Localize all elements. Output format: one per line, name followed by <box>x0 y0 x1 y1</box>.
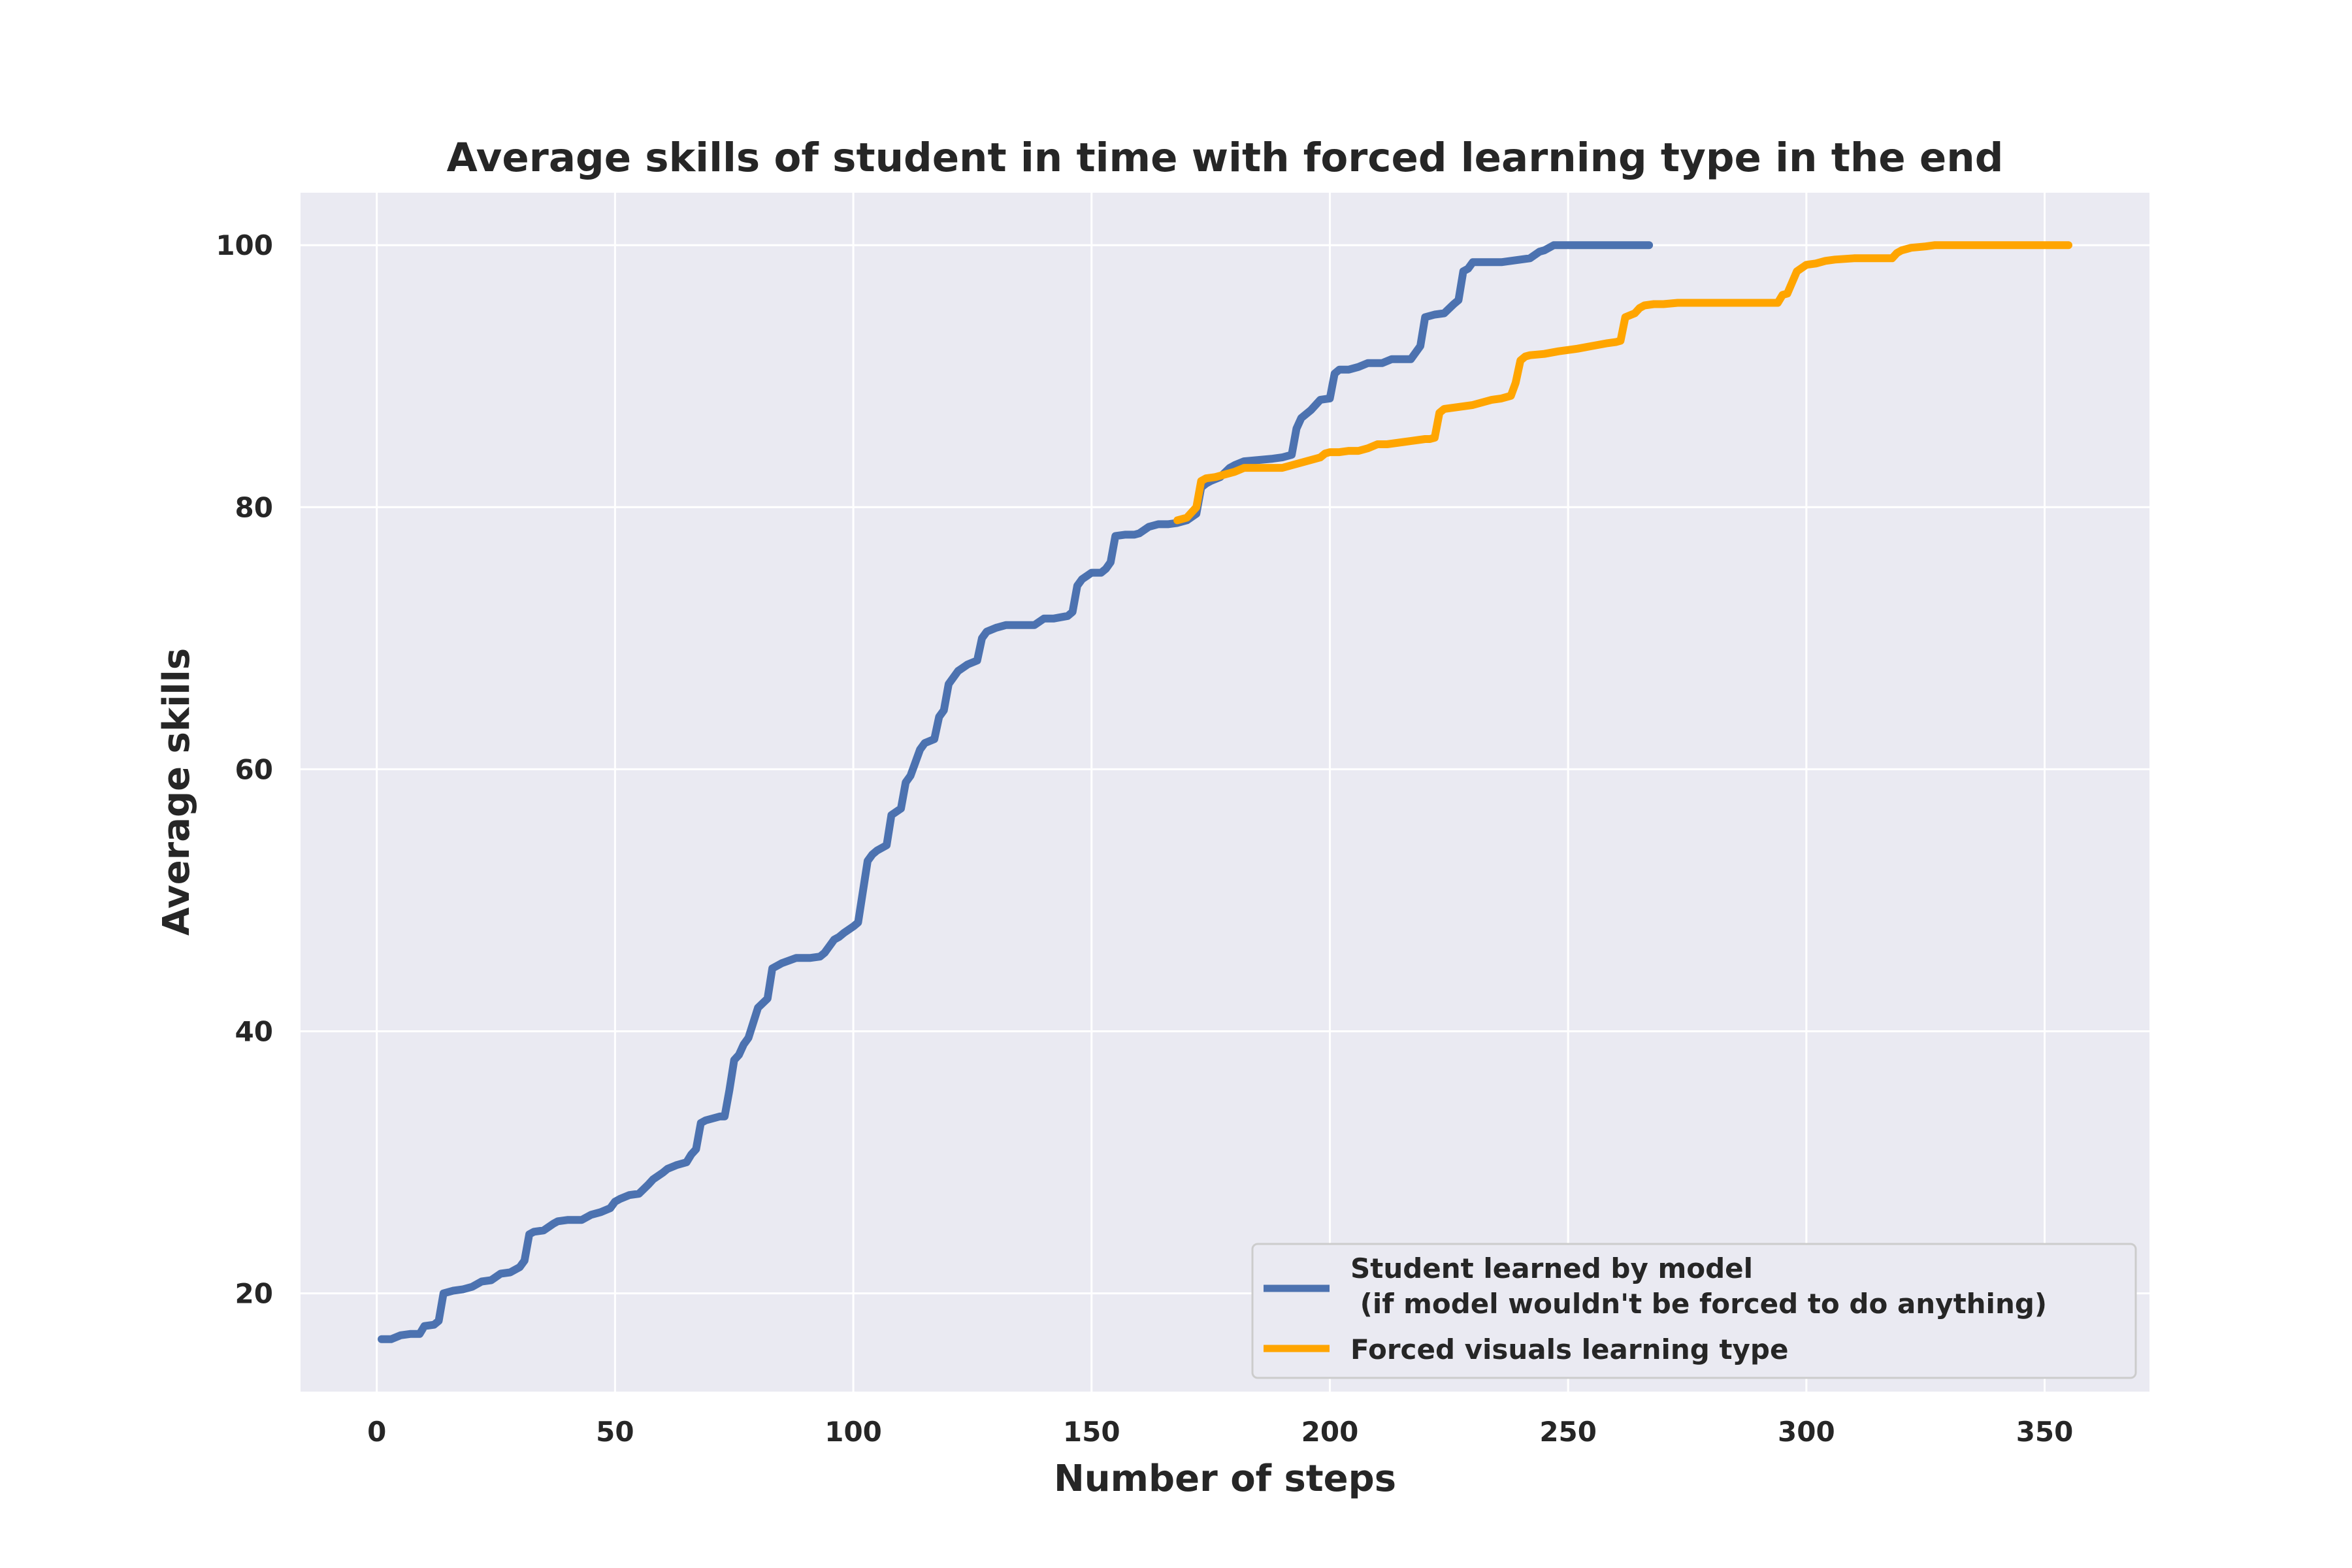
x-tick-label: 0 <box>367 1416 386 1448</box>
x-tick-label: 50 <box>596 1416 634 1448</box>
x-tick-label: 300 <box>1778 1416 1835 1448</box>
legend-box <box>1251 1243 2137 1379</box>
data-lines <box>378 241 2072 1343</box>
legend-label-forced-visuals: Forced visuals learning type <box>1350 1333 1788 1365</box>
series-line-student-model <box>378 241 1654 1343</box>
x-tick-label: 100 <box>825 1416 882 1448</box>
x-axis-label: Number of steps <box>1054 1458 1396 1500</box>
y-axis-ticks: 20 40 60 80 100 <box>216 229 273 1309</box>
x-tick-label: 150 <box>1063 1416 1120 1448</box>
legend-label-student-line1: Student learned by model <box>1350 1252 1753 1284</box>
y-tick-label: 80 <box>235 491 273 523</box>
y-tick-label: 100 <box>216 229 273 261</box>
chart-title: Average skills of student in time with f… <box>447 135 2004 181</box>
y-tick-label: 20 <box>235 1278 273 1310</box>
x-tick-label: 350 <box>2016 1416 2074 1448</box>
grid-lines <box>301 193 2149 1392</box>
x-axis-ticks: 0 50 100 150 200 250 300 350 <box>367 1416 2073 1448</box>
x-tick-label: 200 <box>1301 1416 1359 1448</box>
plot-area <box>301 193 2149 1392</box>
series-line-forced-visuals <box>1173 241 2072 525</box>
x-tick-label: 250 <box>1539 1416 1597 1448</box>
y-tick-label: 60 <box>235 753 273 785</box>
legend: Student learned by model (if model would… <box>1251 1243 2137 1379</box>
legend-label-student-line2: (if model wouldn't be forced to do anyth… <box>1350 1288 2047 1320</box>
y-tick-label: 40 <box>235 1015 273 1047</box>
y-axis-label: Average skills <box>155 648 198 936</box>
